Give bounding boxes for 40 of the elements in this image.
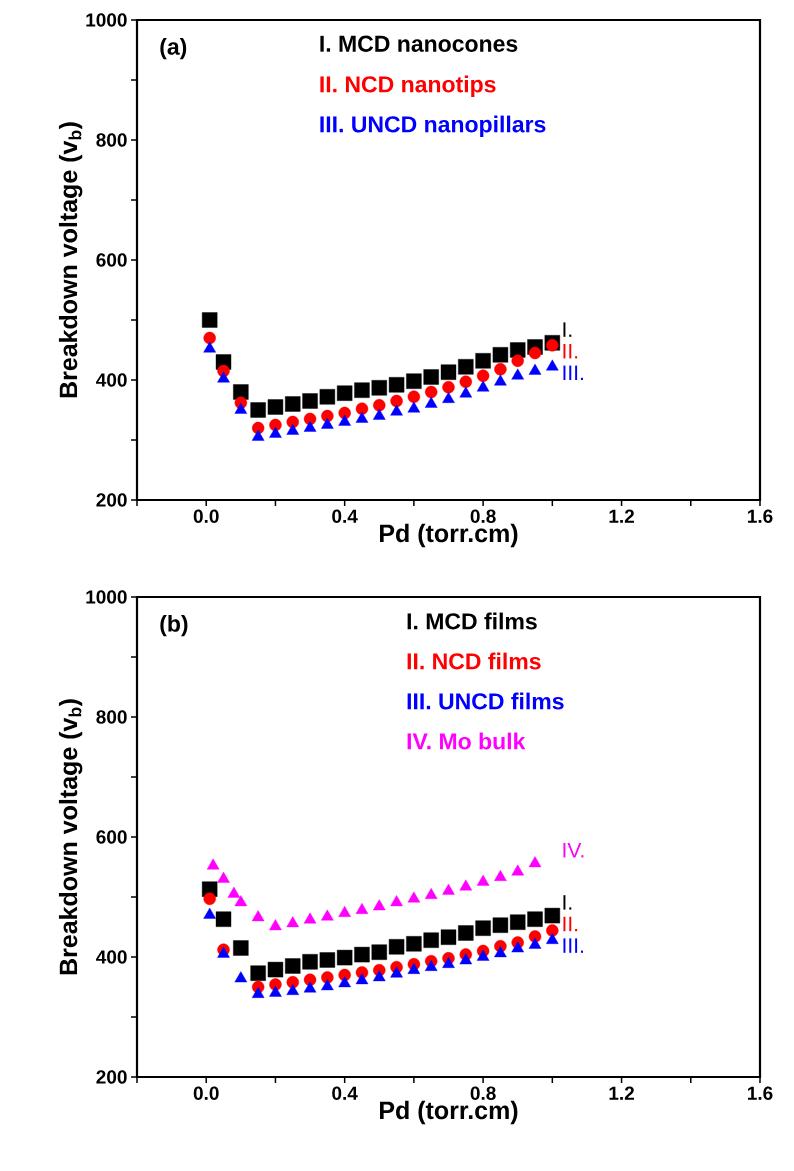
x-tick-label: 0.4 bbox=[332, 509, 358, 523]
text: (b) bbox=[160, 614, 188, 637]
x-tick-label: 1.2 bbox=[609, 1086, 634, 1100]
x-tick-label: 0.4 bbox=[332, 1086, 358, 1100]
y-tick-label: 800 bbox=[96, 133, 127, 147]
annotation: I. bbox=[563, 895, 572, 910]
y-tick-label: 600 bbox=[96, 253, 127, 267]
text: II. NCD nanotips bbox=[320, 75, 496, 98]
text: I. MCD nanocones bbox=[320, 35, 518, 52]
x-tick-label: 1.6 bbox=[747, 509, 773, 523]
x-axis-title: Pd (torr.cm) bbox=[380, 1100, 518, 1125]
annotation: III. bbox=[563, 365, 583, 381]
text: II. NCD films bbox=[407, 652, 541, 670]
x-tick-label: 0.8 bbox=[470, 509, 496, 523]
x-tick-label: 0.0 bbox=[193, 509, 219, 523]
text: IV. Mo bulk bbox=[407, 732, 526, 750]
x-tick-label: 1.2 bbox=[609, 509, 634, 523]
x-tick-label: 0.8 bbox=[470, 1086, 496, 1100]
x-tick-label: 1.6 bbox=[747, 1086, 773, 1100]
y-tick-label: 400 bbox=[96, 950, 127, 964]
text: (a) bbox=[160, 37, 187, 60]
y-tick-label: 400 bbox=[96, 373, 127, 387]
y-tick-label: 200 bbox=[96, 493, 127, 507]
x-axis-title: Pd (torr.cm) bbox=[380, 523, 518, 548]
x-tick-label: 0.0 bbox=[193, 1086, 219, 1100]
y-tick-label: 200 bbox=[96, 1070, 127, 1084]
y-tick-label: 1000 bbox=[86, 13, 127, 27]
text: III. UNCD films bbox=[407, 692, 564, 710]
annotation: II. bbox=[563, 916, 578, 932]
annotation: IV. bbox=[563, 842, 584, 858]
y-axis-title: Breakdown voltage (v$_{b}$) bbox=[58, 699, 83, 975]
y-tick-label: 800 bbox=[96, 710, 127, 724]
y-axis-title: Breakdown voltage (v$_{b}$) bbox=[58, 122, 83, 398]
annotation: II. bbox=[563, 343, 578, 359]
annotation: III. bbox=[563, 938, 583, 953]
text: I. MCD films bbox=[407, 612, 537, 630]
text: III. UNCD nanopillars bbox=[320, 115, 546, 138]
annotation: I. bbox=[563, 322, 572, 337]
y-tick-label: 1000 bbox=[86, 590, 127, 604]
y-tick-label: 600 bbox=[96, 830, 127, 844]
